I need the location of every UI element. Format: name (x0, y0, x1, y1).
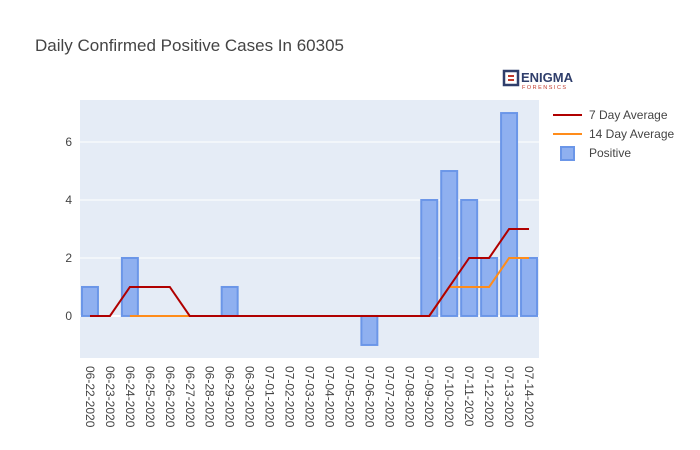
x-tick-label: 07-05-2020 (342, 366, 356, 428)
legend-item[interactable]: Positive (560, 146, 631, 161)
bar (220, 285, 239, 317)
x-tick-label: 07-11-2020 (462, 366, 476, 427)
x-tick-label: 07-03-2020 (303, 366, 317, 428)
logo-name: ENIGMA (521, 70, 574, 85)
x-tick-label: 07-06-2020 (362, 366, 376, 428)
legend-item[interactable]: 7 Day Average (553, 108, 668, 122)
legend-label: 14 Day Average (589, 127, 674, 141)
bar (360, 314, 379, 346)
y-tick-label: 6 (65, 135, 72, 149)
logo-mark-bar (508, 79, 514, 81)
legend[interactable]: 7 Day Average 14 Day Average Positive (553, 108, 674, 161)
x-tick-label: 07-14-2020 (522, 366, 536, 428)
x-tick-label: 07-09-2020 (422, 366, 436, 428)
x-tick-label: 06-28-2020 (203, 366, 217, 428)
bar (500, 112, 519, 317)
x-tick-label: 06-26-2020 (163, 366, 177, 428)
x-tick-label: 07-02-2020 (283, 366, 297, 428)
x-tick-label: 06-25-2020 (143, 366, 157, 428)
legend-label: 7 Day Average (589, 108, 668, 122)
x-tick-label: 07-04-2020 (322, 366, 336, 428)
x-tick-label: 07-01-2020 (263, 366, 277, 428)
series-line-7-day-average (89, 228, 530, 317)
x-tick-label: 06-29-2020 (223, 366, 237, 428)
y-tick-label: 0 (65, 309, 72, 323)
x-tick-label: 06-24-2020 (123, 366, 137, 428)
y-axis-ticks: 0 2 4 6 (65, 135, 72, 323)
chart-title: Daily Confirmed Positive Cases In 60305 (35, 36, 344, 55)
logo-tagline: FORENSICS (522, 85, 568, 91)
legend-item[interactable]: 14 Day Average (553, 127, 674, 141)
x-tick-label: 06-27-2020 (183, 366, 197, 428)
x-tick-label: 07-12-2020 (482, 366, 496, 428)
x-tick-label: 07-10-2020 (442, 366, 456, 428)
bar (520, 256, 539, 317)
line-series (89, 228, 530, 317)
bar (420, 199, 439, 317)
logo-mark-icon (502, 69, 520, 87)
logo-mark-bar (508, 75, 514, 77)
x-tick-label: 06-30-2020 (243, 366, 257, 428)
x-tick-label: 06-22-2020 (83, 366, 97, 428)
y-tick-label: 2 (65, 251, 72, 265)
x-axis-ticks: 06-22-2020 06-23-2020 06-24-2020 06-25-2020… (83, 366, 536, 428)
x-tick-label: 06-23-2020 (103, 366, 117, 428)
x-tick-label: 07-13-2020 (502, 366, 516, 428)
x-tick-label: 07-08-2020 (402, 366, 416, 428)
x-tick-label: 07-07-2020 (382, 366, 396, 428)
legend-swatch (560, 146, 575, 161)
legend-label: Positive (589, 146, 631, 160)
y-tick-label: 4 (65, 193, 72, 207)
bar (80, 285, 99, 317)
